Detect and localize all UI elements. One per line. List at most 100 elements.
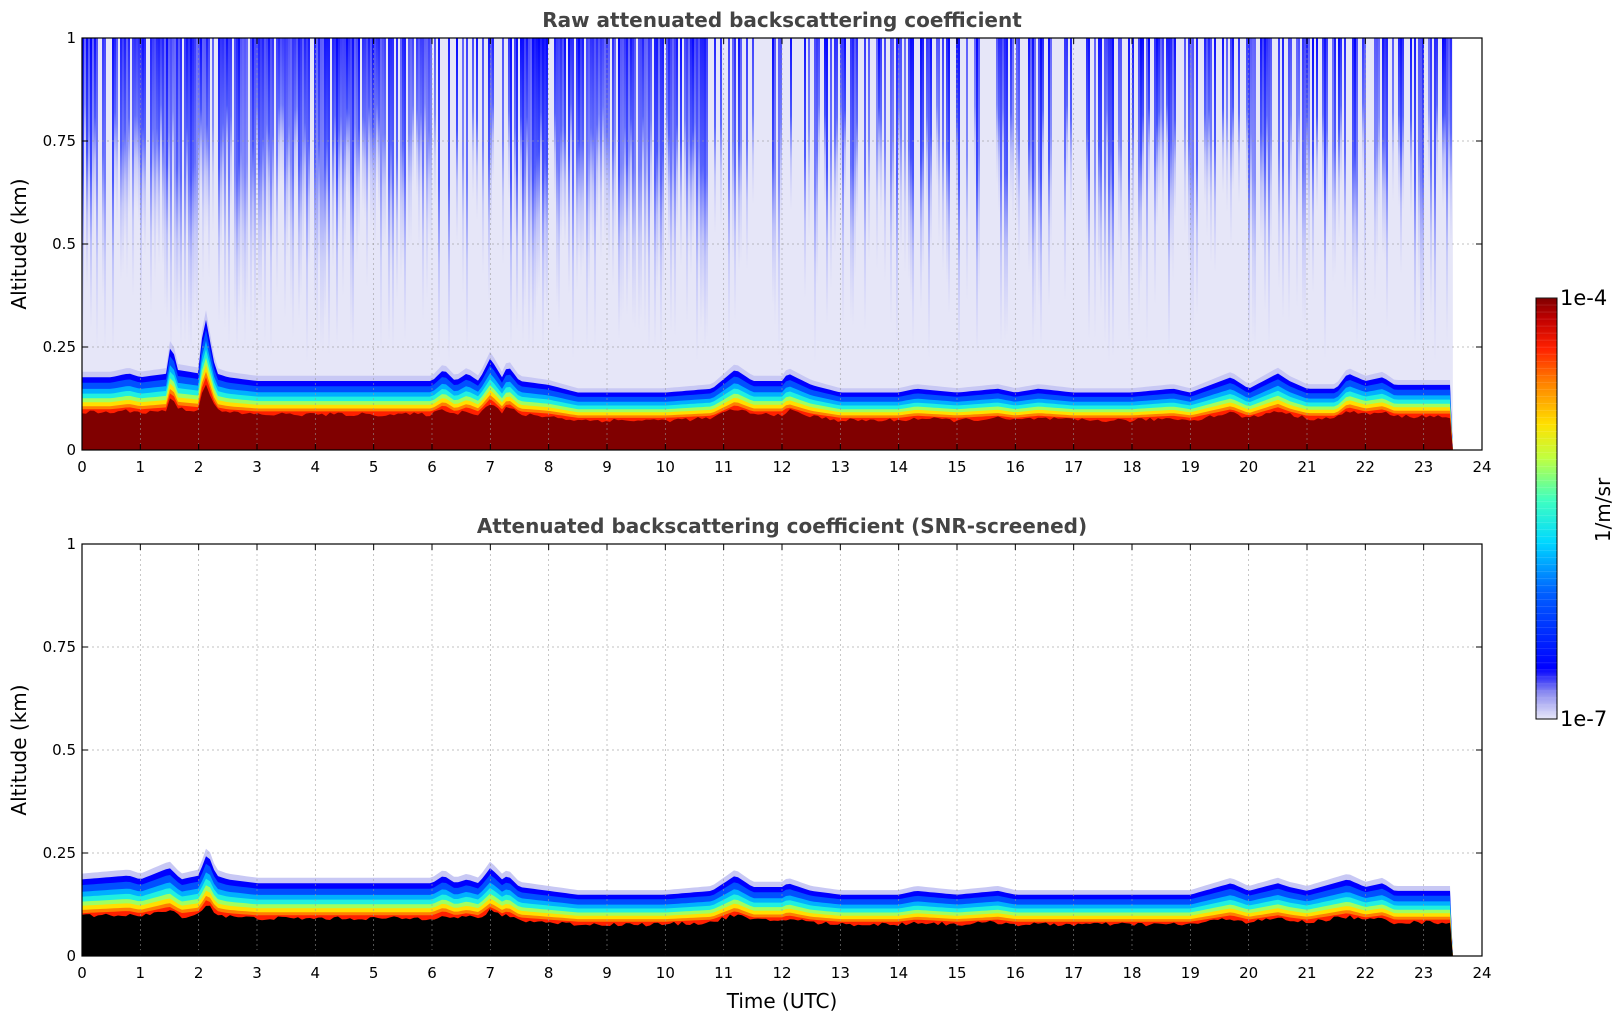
colorbar-steps (1536, 297, 1557, 713)
noise-streak (908, 38, 910, 282)
noise-streak (660, 38, 662, 352)
x-tick-label: 8 (544, 964, 554, 982)
noise-streak (1316, 38, 1318, 213)
colorbar: 1e-4 1e-7 1/m/sr (1535, 286, 1615, 731)
noise-streak (284, 38, 286, 320)
noise-streak (1118, 38, 1120, 247)
noise-streak (144, 38, 146, 258)
noise-streak (1326, 38, 1328, 242)
noise-streak (1334, 38, 1336, 278)
noise-streak (1270, 38, 1272, 253)
noise-streak (322, 38, 324, 355)
noise-streak (942, 38, 944, 273)
noise-streak (334, 38, 336, 210)
noise-streak (618, 38, 620, 341)
noise-streak (1428, 38, 1430, 196)
noise-streak (234, 38, 236, 320)
noise-streak (86, 38, 88, 291)
x-tick-label: 10 (656, 458, 675, 476)
noise-streak (1392, 38, 1394, 203)
noise-streak (166, 38, 168, 319)
noise-streak (752, 38, 754, 206)
x-tick-label: 17 (1064, 964, 1083, 982)
x-tick-label: 17 (1064, 458, 1083, 476)
noise-streak (644, 38, 646, 334)
noise-streak (90, 38, 92, 330)
x-tick-label: 23 (1414, 964, 1433, 982)
noise-streak (1266, 38, 1268, 210)
noise-streak (928, 38, 930, 360)
noise-streak (366, 38, 368, 289)
noise-streak (1410, 38, 1412, 219)
noise-streak (1352, 38, 1354, 321)
y-tick-label: 0.25 (43, 844, 76, 862)
x-tick-label: 1 (136, 458, 146, 476)
noise-streak (298, 38, 300, 321)
noise-streak (162, 38, 164, 267)
noise-streak (420, 38, 422, 203)
noise-streak (538, 38, 540, 291)
noise-streak (1154, 38, 1156, 306)
noise-streak (840, 38, 842, 190)
y-tick-label: 1 (66, 535, 76, 553)
noise-streak (816, 38, 818, 286)
noise-streak (884, 38, 886, 283)
noise-streak (462, 38, 464, 297)
x-tick-label: 10 (656, 964, 675, 982)
x-tick-label: 2 (194, 458, 204, 476)
noise-streak (1264, 38, 1266, 312)
noise-streak (966, 38, 968, 303)
noise-streak (694, 38, 696, 226)
noise-streak (1288, 38, 1290, 324)
noise-streak (246, 38, 248, 312)
noise-streak (344, 38, 346, 250)
noise-streak (354, 38, 356, 230)
noise-streak (94, 38, 96, 214)
noise-streak (314, 38, 316, 317)
noise-streak (1034, 38, 1036, 329)
noise-streak (488, 38, 490, 303)
noise-streak (272, 38, 274, 255)
noise-streak (188, 38, 190, 348)
noise-streak (516, 38, 518, 331)
noise-streak (540, 38, 542, 202)
noise-streak (338, 38, 340, 241)
noise-streak (598, 38, 600, 208)
noise-streak (408, 38, 410, 249)
y-tick-label: 0.5 (52, 235, 76, 253)
noise-streak (264, 38, 266, 345)
noise-streak (92, 38, 94, 246)
noise-streak (648, 38, 650, 353)
noise-streak (116, 38, 118, 228)
noise-streak (640, 38, 642, 321)
noise-streak (1108, 38, 1110, 364)
noise-streak (222, 38, 224, 227)
noise-streak (522, 38, 524, 344)
noise-streak (732, 38, 734, 264)
x-tick-label: 7 (486, 458, 496, 476)
noise-streak (194, 38, 196, 315)
noise-streak (592, 38, 594, 250)
noise-streak (1048, 38, 1050, 308)
x-tick-label: 13 (831, 964, 850, 982)
noise-streak (1442, 38, 1444, 210)
noise-streak (502, 38, 504, 266)
noise-streak (208, 38, 210, 280)
noise-streak (650, 38, 652, 221)
noise-streak (620, 38, 622, 324)
x-tick-label: 11 (714, 458, 733, 476)
noise-streak (120, 38, 122, 281)
noise-streak (358, 38, 360, 239)
x-ticks-raw: 0 1 2 3 4 5 6 7 8 9 10 11 12 13 14 15 16 17 18 19 20 21 22 23 24 (77, 38, 1492, 476)
noise-streak (342, 38, 344, 298)
noise-streak (154, 38, 156, 283)
noise-streak (218, 38, 220, 325)
noise-streak (1250, 38, 1252, 250)
noise-streak (268, 38, 270, 247)
noise-streak (136, 38, 138, 210)
x-axis-label: Time (UTC) (726, 989, 838, 1013)
noise-streak (1338, 38, 1340, 240)
noise-streak (666, 38, 668, 207)
noise-streak (572, 38, 574, 361)
noise-streak (1344, 38, 1346, 293)
